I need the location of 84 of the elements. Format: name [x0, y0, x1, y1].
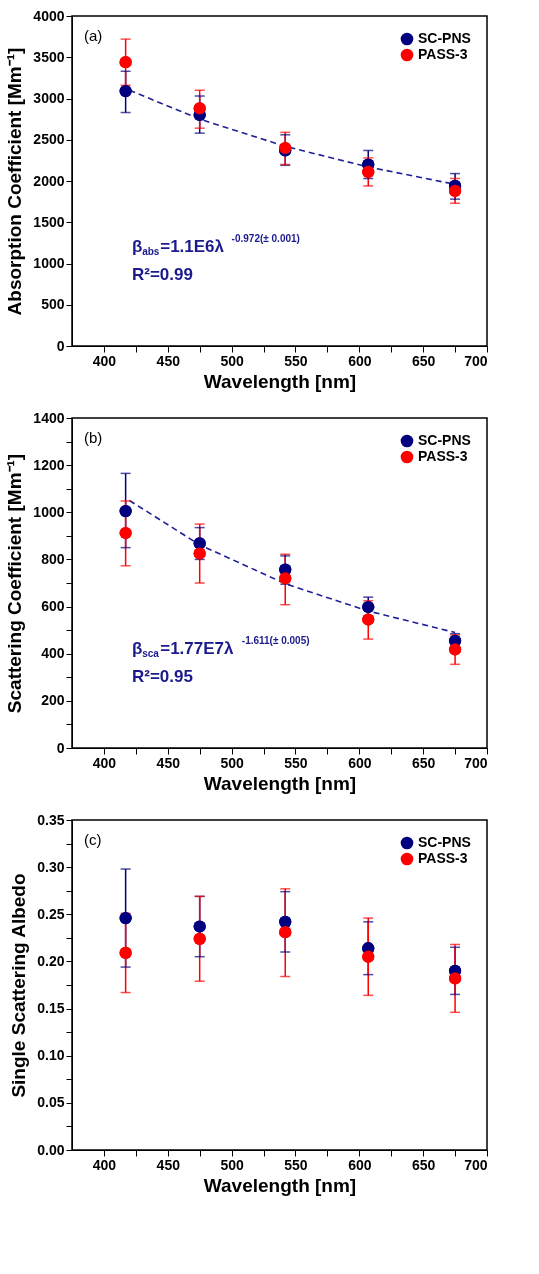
point — [279, 572, 292, 585]
point — [119, 84, 132, 98]
point — [448, 643, 462, 656]
point — [448, 972, 462, 985]
y-tick-label: 0.25 — [37, 905, 65, 922]
x-tick-label: 600 — [348, 1156, 372, 1173]
x-tick-label: 600 — [348, 352, 372, 369]
y-tick-label: 1200 — [33, 456, 65, 473]
point — [279, 926, 292, 939]
x-tick-label: 700 — [464, 1156, 488, 1173]
x-axis-title: Wavelength [nm] — [203, 1174, 357, 1196]
point — [119, 946, 132, 960]
y-tick-label: 600 — [41, 598, 65, 615]
y-tick-label: 2500 — [33, 131, 65, 148]
x-tick-label: 500 — [220, 352, 245, 369]
annotation: (a) — [84, 27, 103, 44]
y-tick-label: 0 — [56, 739, 65, 756]
point — [119, 56, 132, 69]
point — [448, 184, 462, 198]
point — [362, 165, 375, 179]
y-tick-label: 0.00 — [37, 1141, 65, 1158]
x-tick-label: 650 — [411, 754, 436, 771]
annotation: R²=0.95 — [132, 667, 193, 687]
y-tick-label: 0.30 — [37, 858, 65, 875]
y-axis-title: Scattering Coefficient [Mm⁻¹] — [4, 453, 26, 714]
point — [362, 950, 375, 963]
x-tick-label: 450 — [156, 352, 181, 369]
legend-label: SC-PNS — [418, 30, 471, 46]
y-tick-label: 0.20 — [37, 952, 65, 969]
x-tick-label: 500 — [220, 1156, 245, 1173]
point — [362, 613, 375, 626]
x-tick-label: 400 — [92, 1156, 117, 1173]
point — [362, 600, 375, 614]
y-tick-label: 1000 — [33, 503, 65, 520]
point — [193, 547, 206, 560]
x-tick-label: 650 — [411, 1156, 436, 1173]
legend-label: PASS-3 — [418, 448, 468, 464]
y-tick-label: 3500 — [33, 48, 65, 65]
y-tick-label: 0.15 — [37, 1000, 65, 1017]
y-tick-label: 800 — [41, 550, 65, 567]
x-tick-label: 500 — [220, 754, 245, 771]
point — [193, 102, 206, 115]
annotation: R²=0.99 — [132, 265, 193, 285]
legend-label: SC-PNS — [418, 834, 471, 850]
x-tick-label: 550 — [284, 352, 308, 369]
y-tick-label: 1000 — [33, 255, 65, 271]
x-tick-label: 450 — [156, 1156, 181, 1173]
x-tick-label: 650 — [411, 352, 436, 369]
y-tick-label: 1400 — [33, 409, 65, 426]
point — [119, 526, 132, 540]
point — [193, 932, 206, 945]
y-tick-label: 0 — [56, 337, 65, 354]
x-axis-title: Wavelength [nm] — [203, 772, 357, 794]
x-tick-label: 450 — [156, 754, 181, 771]
y-tick-label: 1500 — [33, 213, 65, 230]
y-tick-label: 0.05 — [37, 1094, 65, 1111]
y-axis-title: Absorption Coefficient [Mm⁻¹] — [4, 47, 26, 316]
legend-label: PASS-3 — [418, 850, 468, 866]
x-axis-title: Wavelength [nm] — [203, 370, 357, 392]
x-tick-label: 700 — [464, 352, 488, 369]
y-tick-label: 3000 — [33, 90, 65, 106]
x-tick-label: 700 — [464, 754, 488, 771]
x-tick-label: 600 — [348, 754, 372, 771]
y-tick-label: 500 — [41, 296, 65, 313]
point — [193, 920, 206, 933]
x-tick-label: 550 — [284, 754, 308, 771]
annotation: (b) — [84, 429, 103, 446]
y-tick-label: 0.35 — [37, 811, 65, 828]
x-tick-label: 550 — [284, 1156, 308, 1173]
y-tick-label: 2000 — [33, 172, 65, 189]
x-tick-label: 400 — [92, 754, 117, 771]
y-tick-label: 4000 — [33, 7, 65, 24]
point — [279, 915, 292, 928]
y-tick-label: 0.10 — [37, 1047, 65, 1064]
annotation: (c) — [84, 831, 102, 848]
y-tick-label: 400 — [41, 645, 65, 662]
legend-label: SC-PNS — [418, 432, 471, 448]
y-axis-title: Single Scattering Albedo — [8, 873, 30, 1098]
point — [119, 505, 132, 518]
legend-label: PASS-3 — [418, 46, 468, 62]
point — [193, 537, 206, 550]
point — [119, 911, 132, 925]
x-tick-label: 400 — [92, 352, 117, 369]
y-tick-label: 200 — [41, 692, 65, 709]
